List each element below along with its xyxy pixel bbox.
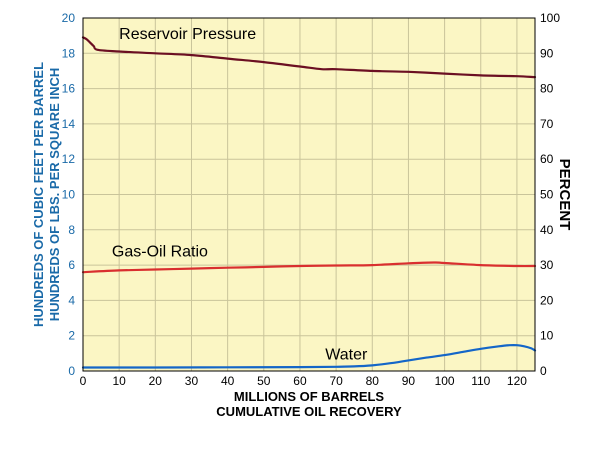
x-axis-title-line1: MILLIONS OF BARRELS xyxy=(234,389,385,404)
gas-oil-ratio-line xyxy=(81,261,537,274)
left-tick-label: 14 xyxy=(62,117,76,131)
x-tick-label: 100 xyxy=(435,374,455,388)
left-tick-label: 6 xyxy=(68,258,75,272)
water-line xyxy=(81,344,537,369)
x-tick-label: 60 xyxy=(293,374,307,388)
right-tick-label: 40 xyxy=(540,223,554,237)
right-tick-label: 50 xyxy=(540,188,554,202)
x-tick-label: 80 xyxy=(366,374,380,388)
right-tick-labels: 0 10 20 30 40 50 60 70 80 90 100 xyxy=(540,11,560,378)
right-tick-label: 70 xyxy=(540,117,554,131)
left-tick-label: 18 xyxy=(62,46,76,60)
x-tick-label: 0 xyxy=(80,374,87,388)
right-tick-label: 100 xyxy=(540,11,560,25)
x-tick-label: 70 xyxy=(329,374,343,388)
x-tick-labels: 0 10 20 30 40 50 60 70 80 90 100 110 120 xyxy=(80,374,528,388)
plot-frame xyxy=(82,17,536,372)
left-tick-label: 0 xyxy=(68,364,75,378)
grid xyxy=(82,17,535,372)
left-tick-label: 2 xyxy=(68,329,75,343)
right-tick-label: 30 xyxy=(540,258,554,272)
right-tick-label: 20 xyxy=(540,293,554,307)
series-layer: Reservoir Pressure Gas-Oil Ratio Water xyxy=(81,26,537,369)
reservoir-pressure-line xyxy=(81,36,537,79)
x-tick-label: 20 xyxy=(149,374,163,388)
x-axis-title-line2: CUMULATIVE OIL RECOVERY xyxy=(216,404,402,419)
left-axis-title-line2: HUNDREDS OF LBS. PER SQUARE INCH xyxy=(47,68,62,322)
left-axis-title-line1: HUNDREDS OF CUBIC FEET PER BARREL xyxy=(31,62,46,327)
x-tick-label: 50 xyxy=(257,374,271,388)
x-tick-label: 120 xyxy=(507,374,527,388)
left-tick-label: 4 xyxy=(68,293,75,307)
x-tick-label: 30 xyxy=(185,374,199,388)
gas-oil-ratio-label: Gas-Oil Ratio xyxy=(112,243,208,260)
x-tick-label: 110 xyxy=(471,374,490,388)
x-tick-label: 40 xyxy=(221,374,235,388)
right-tick-label: 60 xyxy=(540,152,554,166)
left-tick-label: 20 xyxy=(62,11,76,25)
left-tick-label: 10 xyxy=(62,188,76,202)
left-tick-label: 12 xyxy=(62,152,76,166)
right-tick-label: 0 xyxy=(540,364,547,378)
x-tick-label: 90 xyxy=(402,374,416,388)
right-axis-title: PERCENT xyxy=(556,159,573,231)
left-tick-label: 16 xyxy=(62,82,76,96)
water-label: Water xyxy=(325,347,368,364)
left-tick-labels: 0 2 4 6 8 10 12 14 16 18 20 xyxy=(62,11,76,378)
right-tick-label: 80 xyxy=(540,82,554,96)
right-tick-label: 90 xyxy=(540,46,554,60)
x-tick-label: 10 xyxy=(112,374,126,388)
right-tick-label: 10 xyxy=(540,329,554,343)
reservoir-pressure-label: Reservoir Pressure xyxy=(119,26,256,43)
left-tick-label: 8 xyxy=(68,223,75,237)
